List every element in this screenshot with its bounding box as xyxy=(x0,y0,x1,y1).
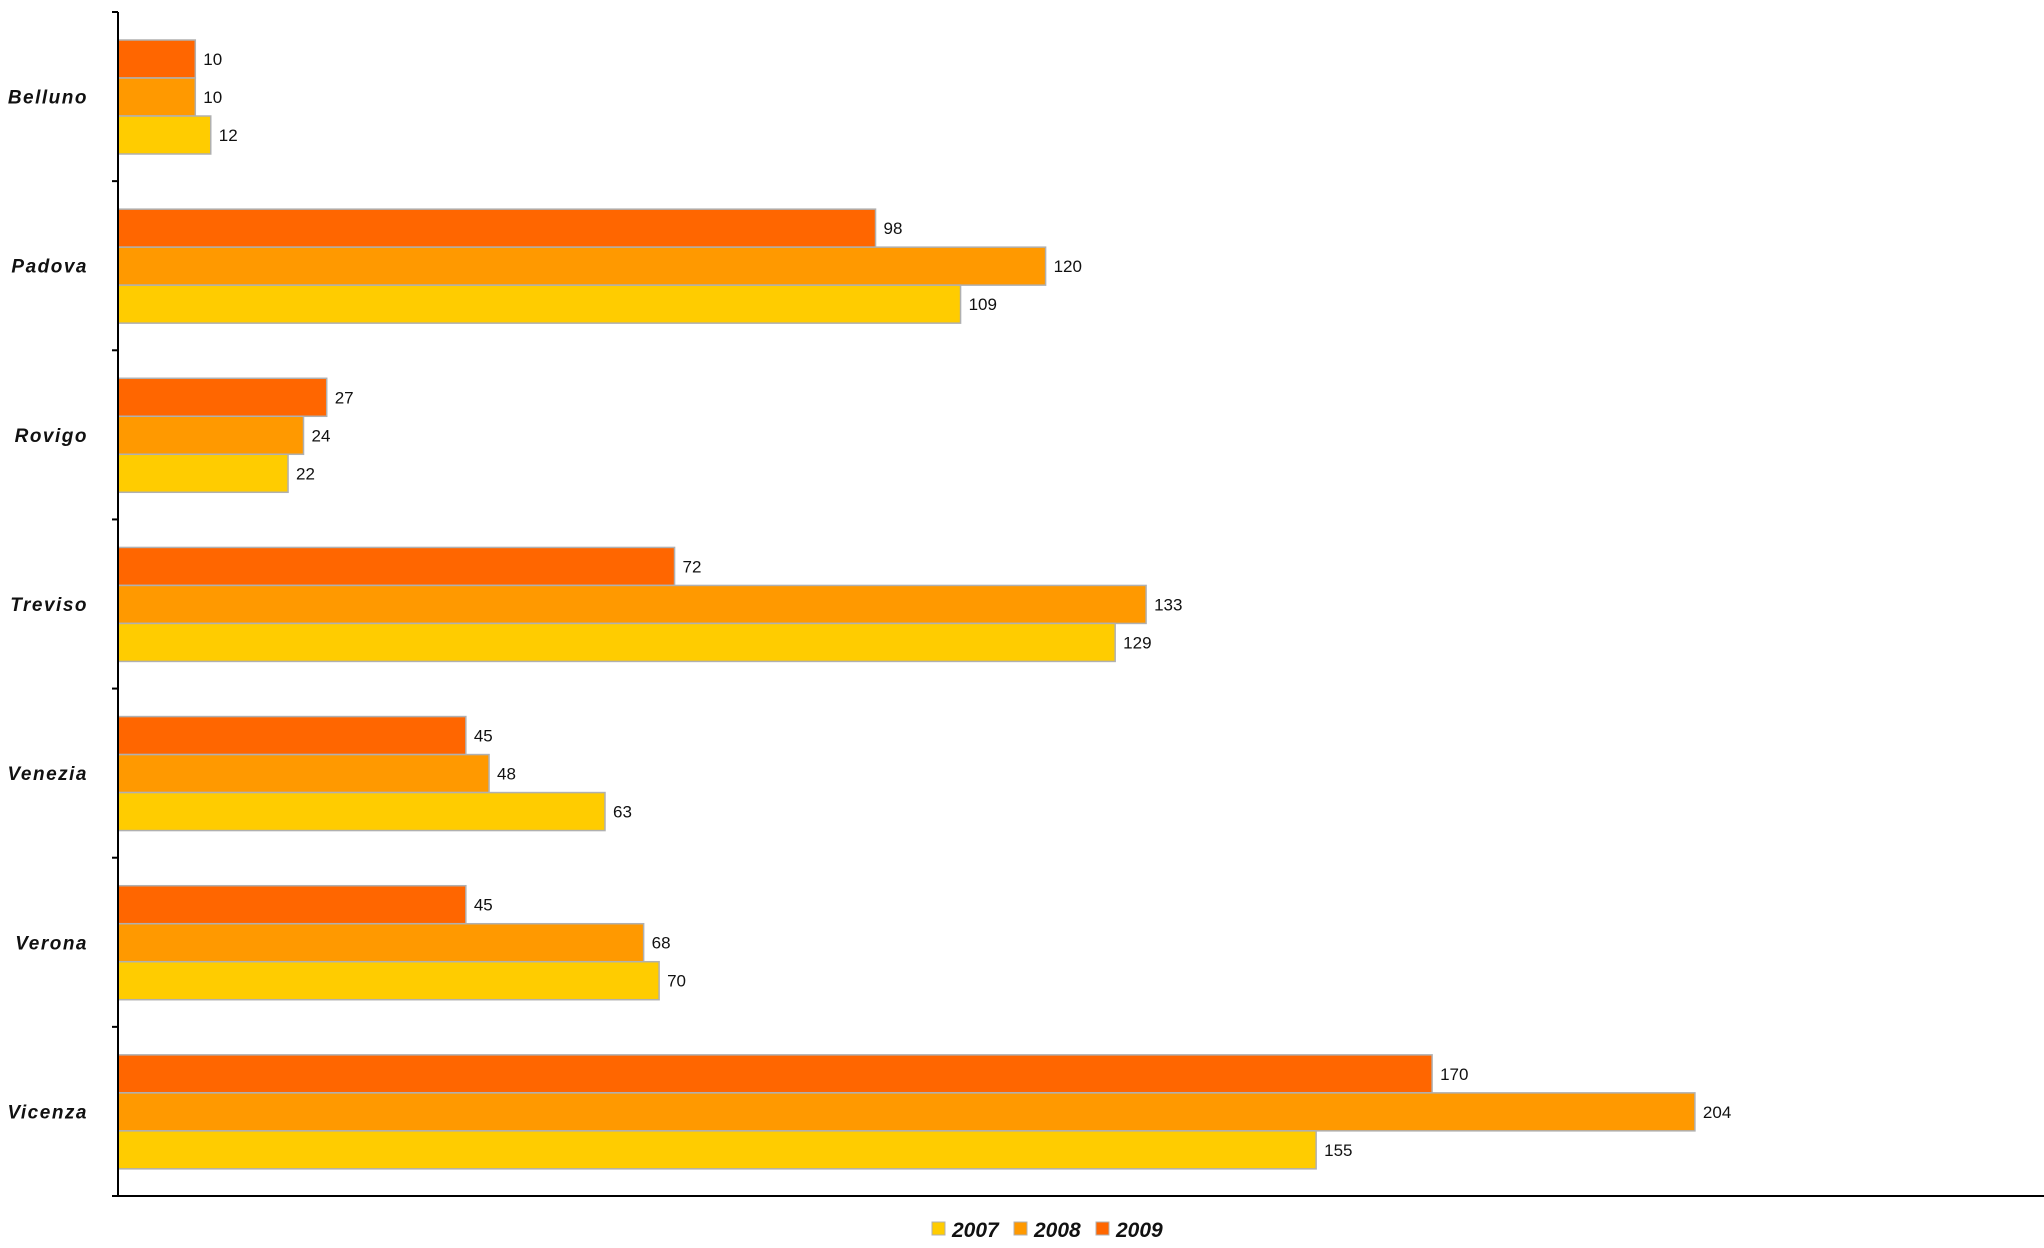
data-label-vicenza-2009: 170 xyxy=(1440,1065,1468,1084)
data-label-verona-2009: 45 xyxy=(474,896,493,915)
bars-layer xyxy=(117,39,1696,1170)
category-label-verona: Verona xyxy=(15,933,88,954)
bar-verona-2008 xyxy=(117,922,645,963)
category-label-padova: Padova xyxy=(11,257,88,278)
legend-label-2007: 2007 xyxy=(951,1219,1000,1242)
bar-treviso-2008 xyxy=(117,584,1147,625)
data-label-padova-2009: 98 xyxy=(884,219,903,238)
data-label-treviso-2009: 72 xyxy=(683,557,702,576)
value-labels-layer: 1010129812010927242272133129454863456870… xyxy=(203,50,1731,1160)
bar-belluno-2007 xyxy=(117,115,212,155)
bar-venezia-2007 xyxy=(117,791,606,832)
legend-label-2009: 2009 xyxy=(1115,1219,1163,1242)
category-label-treviso: Treviso xyxy=(10,595,88,616)
legend-label-2008: 2008 xyxy=(1033,1219,1081,1242)
data-label-venezia-2008: 48 xyxy=(497,765,516,784)
data-label-rovigo-2009: 27 xyxy=(335,388,354,407)
data-label-treviso-2007: 129 xyxy=(1123,633,1151,652)
bar-belluno-2008 xyxy=(117,77,197,117)
category-label-rovigo: Rovigo xyxy=(15,426,88,447)
data-label-padova-2008: 120 xyxy=(1054,257,1082,276)
data-label-belluno-2007: 12 xyxy=(219,126,238,145)
bar-vicenza-2008 xyxy=(117,1092,1696,1132)
category-label-vicenza: Vicenza xyxy=(7,1102,88,1123)
data-label-verona-2008: 68 xyxy=(652,934,671,953)
data-label-venezia-2009: 45 xyxy=(474,727,493,746)
data-label-vicenza-2007: 155 xyxy=(1324,1141,1352,1160)
data-label-belluno-2009: 10 xyxy=(203,50,222,69)
data-label-rovigo-2007: 22 xyxy=(296,464,315,483)
bar-treviso-2007 xyxy=(117,622,1116,663)
bar-rovigo-2008 xyxy=(117,415,305,456)
bar-venezia-2009 xyxy=(117,715,467,756)
data-label-padova-2007: 109 xyxy=(969,295,997,314)
bar-padova-2008 xyxy=(117,246,1047,286)
data-label-venezia-2007: 63 xyxy=(613,803,632,822)
data-label-verona-2007: 70 xyxy=(667,972,686,991)
bar-belluno-2009 xyxy=(117,39,197,79)
bar-venezia-2008 xyxy=(117,753,490,794)
bar-rovigo-2009 xyxy=(117,377,328,418)
data-label-belluno-2008: 10 xyxy=(203,88,222,107)
bar-vicenza-2009 xyxy=(117,1054,1433,1094)
legend-swatch-2009 xyxy=(1095,1221,1110,1236)
data-label-rovigo-2008: 24 xyxy=(312,426,331,445)
bar-padova-2009 xyxy=(117,208,877,248)
bar-padova-2007 xyxy=(117,284,962,324)
category-label-belluno: Belluno xyxy=(8,88,88,109)
bar-treviso-2009 xyxy=(117,546,676,587)
bar-verona-2009 xyxy=(117,884,467,925)
legend-swatch-2007 xyxy=(931,1221,946,1236)
axes-layer xyxy=(112,11,2044,1197)
category-label-venezia: Venezia xyxy=(7,764,88,785)
data-label-treviso-2008: 133 xyxy=(1154,595,1182,614)
legend-swatch-2008 xyxy=(1013,1221,1028,1236)
bar-vicenza-2007 xyxy=(117,1130,1317,1170)
bar-rovigo-2007 xyxy=(117,453,289,494)
legend: 2007 2008 2009 xyxy=(931,1219,1163,1242)
category-labels-layer: Belluno Padova Rovigo Treviso Venezia Verona V… xyxy=(7,88,88,1124)
bar-verona-2007 xyxy=(117,960,660,1001)
data-label-vicenza-2008: 204 xyxy=(1703,1103,1731,1122)
